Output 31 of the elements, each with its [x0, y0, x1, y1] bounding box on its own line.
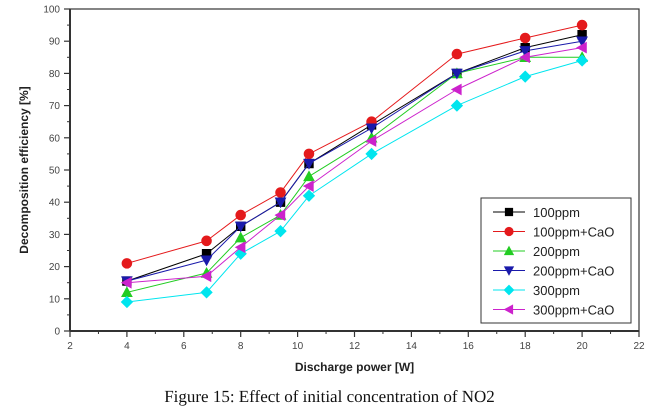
- x-tick-label: 14: [406, 341, 418, 352]
- x-tick-label: 20: [576, 341, 588, 352]
- x-tick-label: 22: [633, 341, 645, 352]
- y-tick-label: 60: [48, 133, 60, 144]
- x-tick-label: 8: [238, 341, 244, 352]
- x-axis-title: Discharge power [W]: [294, 360, 414, 374]
- x-tick-label: 6: [181, 341, 188, 352]
- legend-label: 100ppm: [533, 205, 580, 220]
- x-tick-label: 4: [124, 341, 130, 352]
- y-tick-label: 30: [48, 230, 60, 241]
- x-tick-label: 12: [348, 341, 360, 352]
- y-tick-label: 50: [48, 166, 60, 176]
- legend-label: 300ppm+CaO: [533, 302, 614, 318]
- y-tick-label: 70: [48, 101, 60, 112]
- x-tick-label: 2: [67, 341, 74, 352]
- y-tick-label: 100: [43, 4, 60, 16]
- legend-label: 100ppm+CaO: [533, 224, 614, 240]
- x-tick-label: 18: [520, 341, 532, 352]
- legend-label: 200ppm+CaO: [533, 264, 614, 278]
- legend-label: 300ppm: [533, 283, 580, 298]
- y-axis-title: Decomposition efficiency [%]: [17, 86, 31, 254]
- y-tick-label: 80: [48, 68, 60, 80]
- legend-label: 200ppm: [533, 244, 580, 259]
- y-tick-label: 90: [48, 36, 60, 48]
- caption: Figure 15: Effect of initial concentration of NO2: [164, 387, 495, 406]
- x-tick-label: 16: [462, 341, 474, 352]
- y-tick-label: 40: [48, 198, 60, 209]
- x-tick-label: 10: [292, 341, 304, 352]
- y-tick-label: 10: [48, 294, 60, 306]
- y-tick-label: 20: [48, 262, 60, 274]
- y-tick-label: 0: [54, 326, 60, 338]
